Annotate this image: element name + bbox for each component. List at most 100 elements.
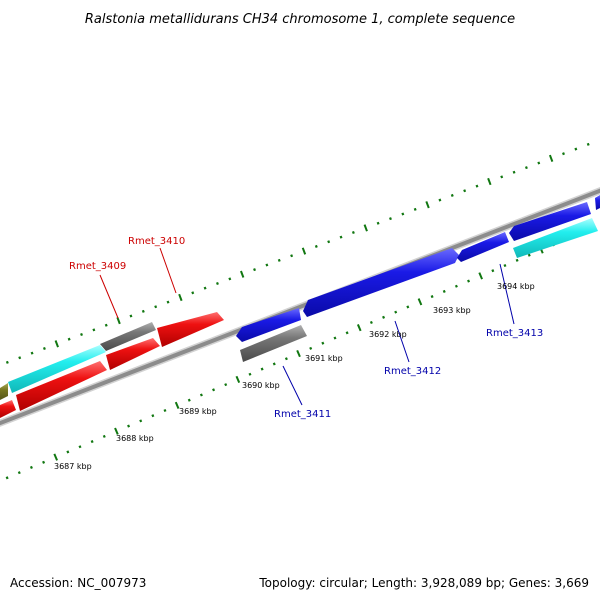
minor-tick (90, 440, 94, 444)
minor-tick (309, 346, 313, 350)
gene-label[interactable]: Rmet_3411 (274, 409, 331, 420)
gene-label[interactable]: Rmet_3412 (384, 366, 441, 377)
minor-tick (166, 300, 170, 304)
minor-tick (29, 465, 33, 470)
minor-tick (224, 383, 228, 387)
major-tick (296, 349, 301, 358)
gene-label[interactable]: Rmet_3410 (128, 236, 185, 247)
gene-blue-reverse-1[interactable] (236, 308, 301, 342)
minor-tick (277, 258, 281, 262)
minor-tick (512, 170, 516, 174)
major-tick (54, 340, 59, 348)
minor-tick (382, 315, 386, 319)
gene-label[interactable]: Rmet_3413 (486, 328, 543, 339)
leader-rmet-3412 (394, 320, 410, 363)
major-tick (174, 401, 180, 409)
major-tick (363, 224, 368, 232)
minor-tick (102, 434, 106, 438)
minor-tick (463, 189, 467, 193)
minor-tick (17, 471, 21, 475)
leader-rmet-3411 (282, 365, 303, 406)
minor-tick (442, 289, 446, 293)
minor-tick (537, 161, 541, 165)
minor-tick (376, 221, 380, 225)
minor-tick (272, 362, 276, 366)
minor-tick (438, 198, 442, 202)
forward-strand (0, 312, 224, 418)
gene-red-forward-2[interactable] (106, 338, 160, 370)
major-tick (417, 298, 423, 306)
major-tick (178, 293, 183, 302)
minor-tick (475, 184, 479, 188)
leader-rmet-3410 (159, 247, 177, 294)
scale-label: 3691 kbp (305, 354, 343, 363)
minor-tick (187, 398, 191, 402)
major-tick (425, 201, 430, 209)
minor-tick (515, 258, 519, 262)
minor-tick (163, 408, 167, 413)
gene-olive[interactable] (0, 383, 8, 400)
scale-label: 3687 kbp (54, 462, 92, 471)
gene-cyan-reverse[interactable] (513, 218, 598, 258)
minor-tick (66, 450, 70, 454)
gene-gray-reverse[interactable] (240, 325, 307, 362)
minor-tick (154, 305, 158, 309)
minor-tick (216, 282, 219, 286)
minor-tick (80, 333, 83, 337)
leader-rmet-3413 (499, 263, 515, 325)
minor-tick (290, 254, 294, 258)
backbone-line (0, 188, 600, 426)
minor-tick (42, 460, 46, 464)
minor-tick (454, 284, 458, 288)
major-tick (235, 375, 241, 384)
minor-tick (369, 320, 373, 325)
minor-tick (345, 331, 349, 335)
major-tick (53, 453, 59, 461)
map-title: Ralstonia metallidurans CH34 chromosome … (85, 12, 515, 27)
minor-tick (333, 336, 337, 340)
gene-red-forward-4[interactable] (0, 400, 16, 418)
minor-tick (191, 291, 195, 295)
gene-blue-reverse-2[interactable] (303, 248, 459, 317)
scale-label: 3690 kbp (242, 381, 280, 390)
minor-tick (389, 217, 392, 221)
minor-tick (284, 357, 288, 361)
minor-tick (5, 360, 9, 364)
gene-red-forward-1[interactable] (157, 312, 224, 347)
scale-label: 3693 kbp (433, 306, 471, 315)
gene-label[interactable]: Rmet_3409 (69, 261, 126, 272)
gene-gray-forward[interactable] (100, 322, 156, 351)
minor-tick (139, 419, 143, 423)
inner-tick-track (5, 227, 592, 480)
minor-tick (151, 414, 155, 418)
minor-tick (42, 346, 46, 350)
minor-tick (527, 253, 531, 257)
outer-tick-track (5, 142, 590, 364)
minor-tick (503, 263, 507, 268)
gene-blue-reverse-4[interactable] (509, 202, 591, 241)
minor-tick (141, 309, 145, 313)
minor-tick (562, 152, 565, 156)
minor-tick (30, 351, 34, 355)
minor-tick (327, 240, 331, 244)
gene-cyan-forward-1[interactable] (8, 345, 106, 393)
minor-tick (92, 328, 96, 332)
minor-tick (127, 424, 131, 428)
minor-tick (199, 393, 203, 397)
minor-tick (406, 305, 410, 309)
scale-label: 3689 kbp (179, 407, 217, 416)
topology-text: Topology: circular; Length: 3,928,089 bp… (259, 576, 589, 590)
minor-tick (253, 268, 256, 272)
gene-red-forward-3[interactable] (16, 361, 107, 411)
minor-tick (248, 372, 252, 376)
minor-tick (104, 323, 108, 327)
scale-label: 3694 kbp (497, 282, 535, 291)
gene-blue-reverse-3[interactable] (457, 232, 509, 262)
minor-tick (18, 356, 22, 360)
minor-tick (450, 193, 454, 197)
minor-tick (491, 269, 495, 273)
minor-tick (430, 295, 434, 299)
minor-tick (228, 277, 232, 281)
gene-blue-reverse-5[interactable] (595, 195, 600, 210)
leader-rmet-3409 (99, 274, 119, 319)
